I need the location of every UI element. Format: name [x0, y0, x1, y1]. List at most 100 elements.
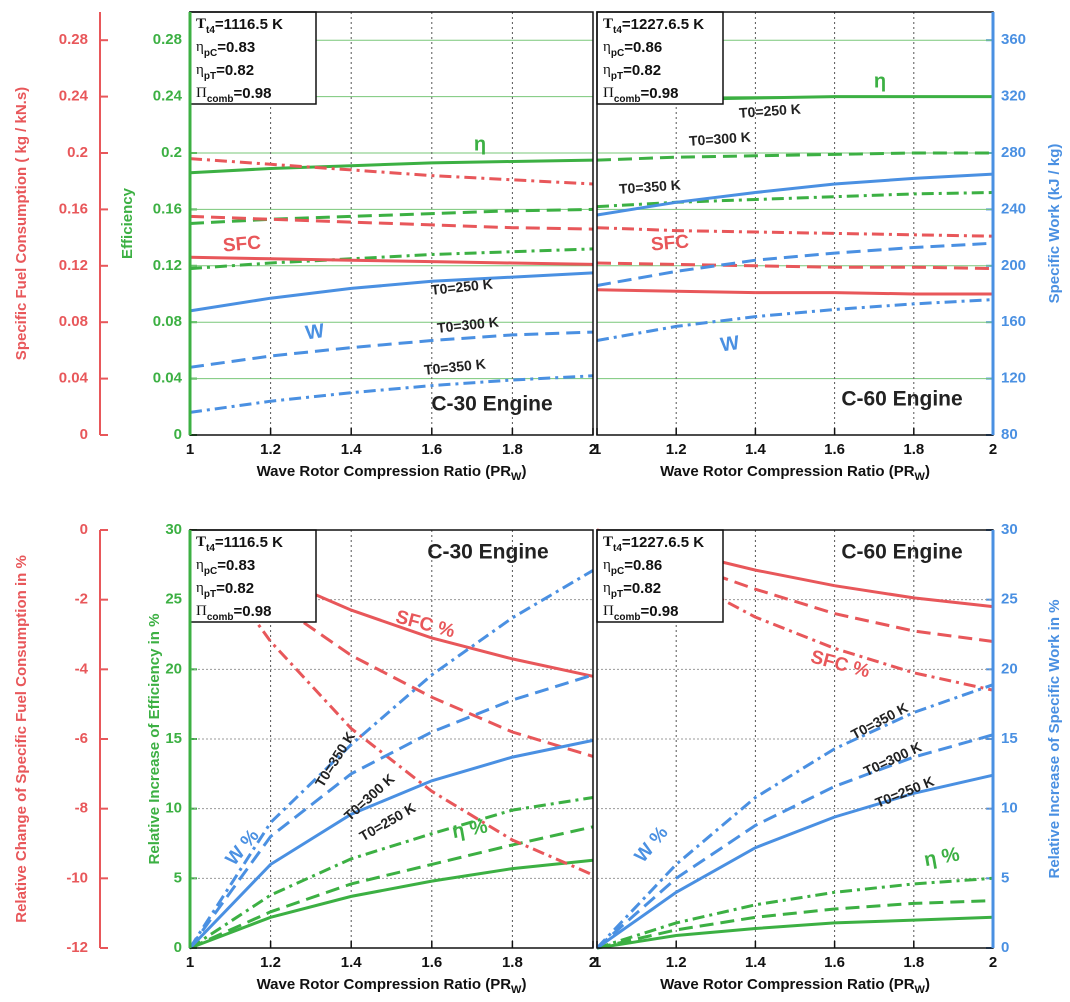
y3-tick-label: 120 [1001, 370, 1026, 387]
condition-value: =0.86 [624, 557, 662, 574]
x-tick-label: 2 [589, 954, 597, 971]
x-tick-label: 1.4 [341, 954, 363, 971]
y3-tick-label: 80 [1001, 426, 1018, 443]
y2-tick-label: 0.2 [67, 144, 88, 161]
data-line [596, 172, 994, 217]
condition-sub: comb [207, 612, 234, 623]
y-axis-label: Relative Increase of Efficiency in % [146, 614, 163, 865]
condition: ηpT=0.82 [603, 62, 661, 82]
data-line [189, 247, 594, 271]
x-axis-label-sub: W [511, 471, 522, 483]
curve-label: T0=300 K [688, 129, 751, 149]
condition: Πcomb=0.98 [196, 85, 271, 105]
condition: Πcomb=0.98 [603, 85, 678, 105]
x-tick-label: 1.6 [421, 954, 442, 971]
y-tick-label: 25 [165, 591, 182, 608]
x-axis-label-end: ) [925, 463, 930, 480]
condition: Tt4=1227.6.5 K [603, 16, 704, 36]
condition-symbol: η [196, 62, 204, 78]
x-axis-label-text: Wave Rotor Compression Ratio (PR [660, 976, 915, 993]
condition-symbol: T [196, 16, 206, 32]
panel-title: C-60 Engine [841, 541, 962, 564]
x-tick-label: 1.4 [341, 441, 363, 458]
data-line [596, 151, 993, 162]
data-line [188, 569, 594, 949]
data-line [596, 773, 994, 950]
curve-label: T0=250 K [738, 101, 801, 121]
condition-symbol: Π [196, 603, 207, 619]
condition: Tt4=1116.5 K [196, 534, 283, 554]
condition: ηpC=0.86 [603, 39, 662, 59]
y2-axis-label: Specific Fuel Consumption ( kg / kN.s) [13, 87, 30, 360]
data-line [595, 683, 994, 950]
x-tick-label: 2 [989, 954, 997, 971]
x-axis-label: Wave Rotor Compression Ratio (PRW) [257, 463, 527, 483]
panel-title: C-30 Engine [431, 393, 552, 416]
curve-label: T0=250 K [430, 276, 493, 298]
data-line [189, 255, 594, 266]
data-line [596, 261, 994, 271]
y2-tick-label: 0.16 [59, 200, 88, 217]
condition-value: =1116.5 K [215, 534, 283, 551]
condition-value: =0.98 [641, 85, 679, 102]
data-line [189, 374, 594, 414]
panel-title: C-30 Engine [427, 541, 548, 564]
condition-value: =1227.6.5 K [622, 534, 704, 551]
condition-sub: pC [611, 566, 624, 577]
y2-tick-label: -4 [75, 660, 89, 677]
condition-sub: comb [207, 94, 234, 105]
y3-tick-label: 160 [1001, 313, 1026, 330]
data-line [596, 226, 994, 238]
data-line [189, 214, 594, 231]
x-tick-label: 1.8 [502, 441, 523, 458]
y2-tick-label: 0.12 [59, 257, 88, 274]
y-tick-label: 0 [174, 426, 182, 443]
condition: Πcomb=0.98 [603, 603, 678, 623]
y-tick-label: 0.24 [153, 88, 183, 105]
curve-label: η [874, 70, 886, 92]
condition-symbol: η [196, 39, 204, 55]
condition-symbol: T [603, 16, 613, 32]
y-tick-label: 0 [174, 939, 182, 956]
y-tick-label: 30 [165, 521, 182, 538]
condition-value: =1227.6.5 K [622, 16, 704, 33]
y-tick-label: 10 [165, 800, 182, 817]
data-line [596, 298, 994, 342]
condition-symbol: η [603, 62, 611, 78]
panel-title: C-60 Engine [841, 388, 962, 411]
y3-axis-label: Specific Work (kJ / kg) [1046, 144, 1063, 304]
condition-symbol: η [603, 580, 611, 596]
x-tick-label: 1.6 [421, 441, 442, 458]
y2-tick-label: -10 [66, 869, 88, 886]
y3-tick-label: 200 [1001, 257, 1026, 274]
curve-label: T0=300 K [861, 738, 924, 779]
y3-tick-label: 10 [1001, 800, 1018, 817]
condition-sub: t4 [613, 25, 622, 36]
data-line [188, 673, 594, 949]
x-tick-label: 1 [186, 954, 194, 971]
y2-tick-label: 0 [80, 426, 88, 443]
condition-value: =0.82 [216, 62, 254, 79]
curve-label: T0=350 K [618, 177, 681, 197]
curve-label: W [304, 320, 326, 344]
x-axis-label-text: Wave Rotor Compression Ratio (PR [660, 463, 915, 480]
y3-tick-label: 0 [1001, 939, 1009, 956]
condition-symbol: Π [196, 85, 207, 101]
condition-sub: pT [204, 589, 216, 600]
y2-tick-label: -2 [75, 591, 88, 608]
y2-tick-label: 0.28 [59, 31, 88, 48]
curve-label: T0=300 K [436, 314, 499, 336]
y-tick-label: 5 [174, 869, 182, 886]
data-line [189, 796, 594, 950]
x-tick-label: 1 [593, 441, 601, 458]
curve-label: SFC [650, 231, 690, 255]
data-line [596, 733, 994, 950]
condition-symbol: η [603, 557, 611, 573]
x-tick-label: 1 [186, 441, 194, 458]
data-line [596, 288, 993, 296]
x-axis-label-sub: W [915, 471, 926, 483]
x-tick-label: 1.6 [824, 441, 845, 458]
x-axis-label-text: Wave Rotor Compression Ratio (PR [257, 976, 512, 993]
x-axis-label-sub: W [915, 984, 926, 996]
data-line [189, 825, 594, 950]
